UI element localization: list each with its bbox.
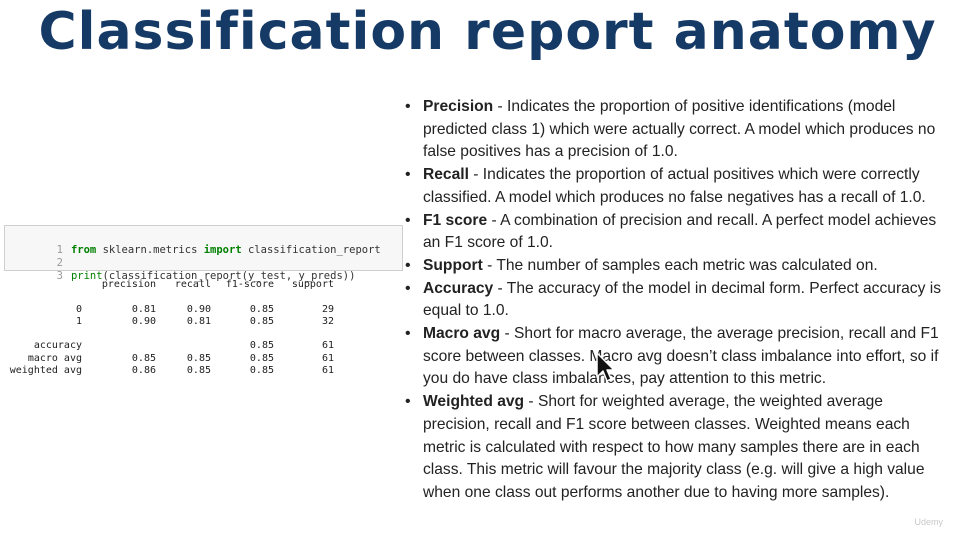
row-recall: 0.90 [186, 303, 211, 315]
row-f1-score: 0.85 [249, 340, 274, 352]
term-precision: Precision [423, 98, 494, 115]
code-line-3: 3 print(classification_report(y_test, y_p… [5, 257, 356, 282]
term-recall: Recall [423, 166, 469, 184]
row-support: 61 [321, 365, 334, 377]
mouse-pointer-icon [595, 352, 615, 384]
line-number: 2 [56, 257, 63, 269]
report-row-macro-avg: macro avg 0.85 0.85 0.85 61 [6, 353, 346, 365]
keyword-import: import [203, 244, 242, 256]
row-precision: 0.86 [131, 365, 156, 377]
row-precision: 0.81 [131, 303, 156, 315]
header-recall: recall [174, 279, 211, 290]
report-row-class-1: 1 0.90 0.81 0.85 32 [6, 316, 346, 328]
report-spacer-row [6, 291, 346, 303]
term-f1-score: F1 score [423, 211, 488, 229]
list-item-f1-score: F1 score - A combination of precision an… [405, 210, 953, 255]
report-row-accuracy: accuracy 0.85 61 [6, 340, 346, 352]
list-item-support: Support - The number of samples each met… [405, 255, 953, 278]
row-recall: 0.81 [186, 315, 211, 327]
row-support: 32 [321, 315, 334, 327]
report-header-row: precision recall f1-score support [6, 279, 346, 291]
module-name: sklearn.metrics [102, 244, 198, 256]
list-item-weighted-avg: Weighted avg - Short for weighted averag… [405, 391, 953, 505]
imported-name: classification_report [247, 244, 381, 256]
code-line-1: 1 from sklearn.metrics import classificat… [5, 231, 381, 256]
row-label: accuracy [33, 340, 82, 352]
keyword-from: from [70, 244, 97, 256]
row-precision: 0.90 [131, 315, 156, 327]
row-f1-score: 0.85 [249, 365, 274, 377]
list-item-recall: Recall - Indicates the proportion of act… [405, 164, 953, 209]
classification-report-output: precision recall f1-score support 0 0.81… [6, 279, 346, 377]
list-item-macro-avg: Macro avg - Short for macro average, the… [405, 323, 953, 391]
code-cell[interactable]: 1 from sklearn.metrics import classificat… [4, 225, 403, 282]
call-arguments: (classification_report(y_test, y_preds)) [102, 270, 356, 282]
list-item-accuracy: Accuracy - The accuracy of the model in … [405, 278, 953, 323]
report-row-class-0: 0 0.81 0.90 0.85 29 [6, 304, 346, 316]
report-row-weighted-avg: weighted avg 0.86 0.85 0.85 61 [6, 365, 346, 377]
row-label: 0 [75, 303, 82, 315]
row-label: weighted avg [9, 365, 82, 377]
slide-title: Classification report anatomy [38, 2, 937, 62]
watermark-logo: Udemy [914, 517, 943, 527]
line-number: 1 [56, 244, 63, 256]
description-macro-avg: - Short for macro average, the average p… [423, 325, 939, 388]
description-f1-score: - A combination of precision and recall.… [423, 211, 937, 252]
row-f1-score: 0.85 [249, 352, 274, 364]
description-precision: - Indicates the proportion of positive i… [423, 98, 936, 161]
term-accuracy: Accuracy [423, 279, 494, 297]
row-recall: 0.85 [186, 365, 211, 377]
header-support: support [291, 279, 334, 290]
row-support: 29 [321, 303, 334, 315]
builtin-print: print [70, 270, 103, 282]
description-support: - The number of samples each metric was … [482, 256, 878, 274]
code-line-2: 2 [5, 244, 71, 269]
list-item-precision: Precision - Indicates the proportion of … [405, 96, 953, 164]
header-precision: precision [101, 279, 156, 290]
row-f1-score: 0.85 [249, 303, 274, 315]
row-support: 61 [321, 352, 334, 364]
term-macro-avg: Macro avg [423, 325, 501, 343]
term-weighted-avg: Weighted avg [423, 393, 525, 411]
row-label: 1 [75, 315, 82, 327]
header-f1-score: f1-score [225, 279, 274, 290]
description-weighted-avg: - Short for weighted average, the weight… [423, 393, 925, 501]
term-support: Support [423, 256, 483, 274]
row-support: 61 [321, 340, 334, 352]
report-blank-row [6, 328, 346, 340]
row-precision: 0.85 [131, 352, 156, 364]
line-number: 3 [56, 270, 63, 282]
description-recall: - Indicates the proportion of actual pos… [423, 166, 926, 206]
row-f1-score: 0.85 [249, 315, 274, 327]
row-label: macro avg [27, 352, 82, 364]
row-recall: 0.85 [186, 352, 211, 364]
metric-definitions-list: Precision - Indicates the proportion of … [405, 96, 953, 505]
description-accuracy: - The accuracy of the model in decimal f… [423, 279, 941, 320]
